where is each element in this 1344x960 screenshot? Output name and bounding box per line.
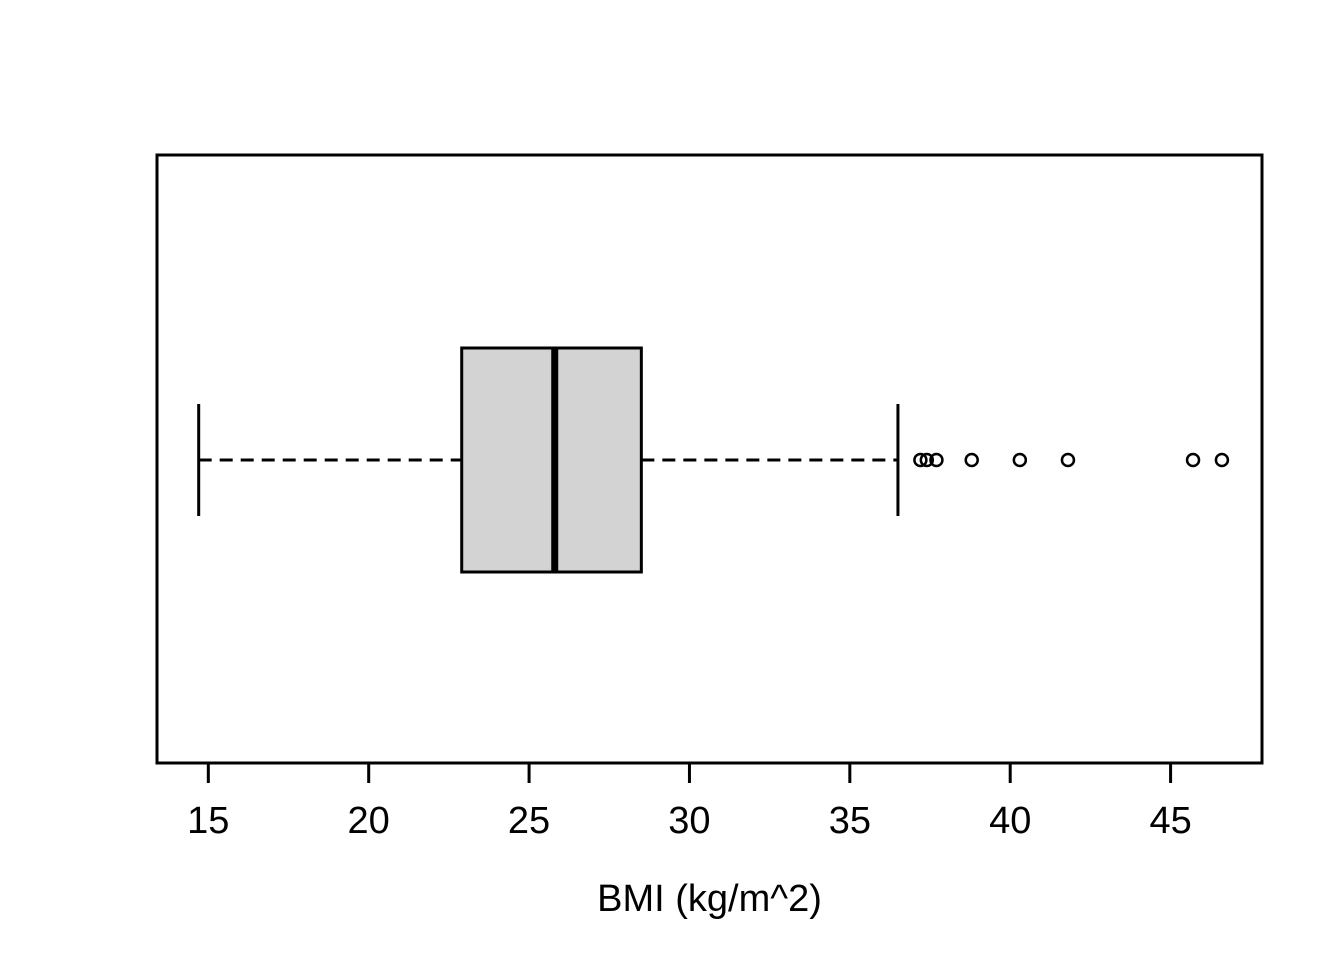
outlier-point [929,452,944,468]
x-axis-label: BMI (kg/m^2) [597,878,822,920]
outlier-point [964,452,979,468]
x-tick-label: 30 [668,800,710,842]
outlier-point [1185,452,1201,468]
outlier-point [919,452,935,468]
x-tick-label: 45 [1149,800,1191,842]
x-tick-label: 20 [348,800,390,842]
x-tick-label: 15 [187,800,229,842]
x-tick-label: 25 [508,800,550,842]
outlier-point [1214,452,1230,468]
outlier-point [913,452,928,468]
x-tick-label: 35 [829,800,871,842]
plot-border [155,153,1264,765]
outlier-point [1060,452,1076,468]
outlier-point [1012,452,1028,468]
x-tick-label: 40 [989,800,1031,842]
